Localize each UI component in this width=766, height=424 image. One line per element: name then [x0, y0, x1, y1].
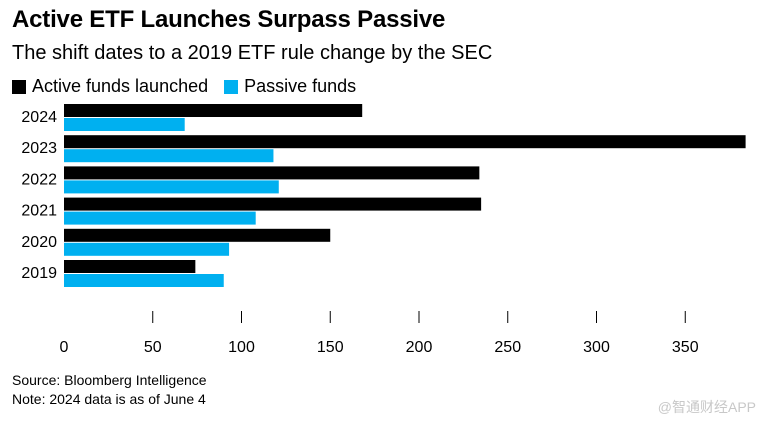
- x-tick-label-350: 350: [672, 339, 699, 356]
- bar-active-2019: [64, 260, 196, 273]
- watermark: @智通财经APP: [657, 399, 756, 415]
- x-tick-label-300: 300: [583, 339, 610, 356]
- legend: Active funds launched Passive funds: [12, 76, 372, 97]
- bar-passive-2021: [64, 211, 256, 225]
- legend-swatch-active: [12, 79, 26, 94]
- x-tick-label-0: 0: [60, 339, 69, 356]
- y-tick-label-2019: 2019: [21, 265, 57, 282]
- bar-active-2024: [64, 104, 363, 117]
- y-tick-label-2022: 2022: [21, 171, 57, 188]
- legend-label-passive: Passive funds: [244, 76, 357, 96]
- bar-passive-2020: [64, 242, 230, 256]
- source-note: Source: Bloomberg Intelligence: [12, 372, 207, 388]
- x-tick-label-150: 150: [317, 339, 344, 356]
- x-tick-label-50: 50: [144, 339, 162, 356]
- x-tick-label-100: 100: [228, 339, 255, 356]
- y-tick-label-2024: 2024: [21, 109, 57, 126]
- bar-passive-2019: [64, 274, 224, 287]
- bar-passive-2022: [64, 180, 279, 194]
- bar-active-2021: [64, 197, 482, 211]
- legend-swatch-passive: [224, 79, 239, 94]
- legend-item-passive: Passive funds: [224, 76, 356, 97]
- data-note: Note: 2024 data is as of June 4: [12, 391, 206, 407]
- chart-subtitle: The shift dates to a 2019 ETF rule chang…: [12, 42, 493, 64]
- y-tick-label-2023: 2023: [21, 140, 57, 157]
- legend-item-active: Active funds launched: [12, 76, 208, 97]
- bar-active-2023: [64, 135, 746, 149]
- y-tick-label-2020: 2020: [21, 234, 57, 251]
- bar-passive-2024: [64, 118, 185, 131]
- y-tick-label-2021: 2021: [21, 203, 57, 220]
- bar-passive-2023: [64, 149, 274, 163]
- chart-title: Active ETF Launches Surpass Passive: [12, 6, 446, 33]
- bar-active-2020: [64, 228, 331, 242]
- legend-label-active: Active funds launched: [32, 76, 209, 96]
- x-tick-label-200: 200: [406, 339, 433, 356]
- bar-active-2022: [64, 166, 480, 180]
- x-tick-label-250: 250: [494, 339, 521, 356]
